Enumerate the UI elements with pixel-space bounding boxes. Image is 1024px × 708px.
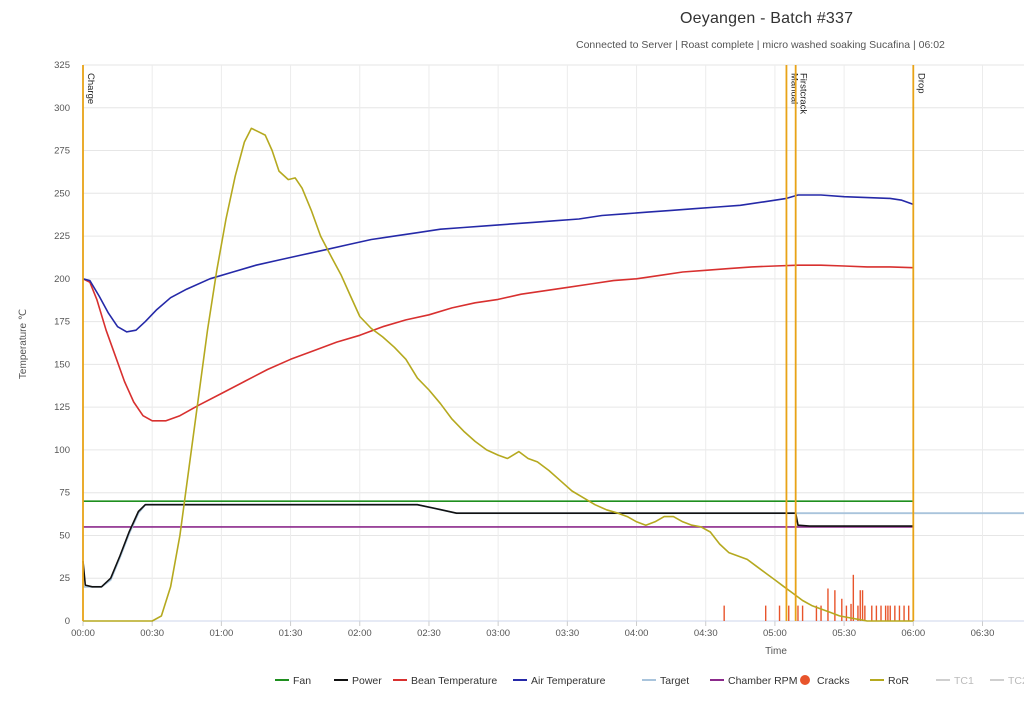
x-tick-label: 00:00 [71, 628, 95, 639]
x-tick-label: 05:00 [763, 628, 787, 639]
series-line-ror [83, 127, 914, 622]
x-tick-label: 02:30 [417, 628, 441, 639]
event-label: Manual [788, 73, 799, 104]
y-tick-label: 200 [54, 274, 70, 285]
axis-layer: 0 25 50 75 100 125 150 175 200 225 250 275 300 325 00:… [54, 60, 1024, 639]
series-layer [82, 127, 1024, 622]
y-tick-label: 50 [59, 530, 70, 541]
legend: Fan Power Bean Temperature Air Temperature T… [275, 675, 1024, 687]
x-axis-title: Time [765, 646, 787, 657]
y-tick-label: 225 [54, 231, 70, 242]
x-tick-label: 04:30 [694, 628, 718, 639]
legend-item-label[interactable]: Bean Temperature [411, 675, 497, 687]
legend-item-label[interactable]: TC1 [954, 675, 974, 687]
legend-marker [800, 675, 810, 685]
series-line-target [83, 503, 1024, 588]
chart-title: Oeyangen - Batch #337 [680, 10, 854, 27]
legend-item-label[interactable]: RoR [888, 675, 909, 687]
legend-item-label[interactable]: Fan [293, 675, 311, 687]
x-tick-label: 00:30 [140, 628, 164, 639]
x-tick-label: 01:30 [279, 628, 303, 639]
event-label: Charge [85, 73, 96, 104]
x-tick-label: 06:30 [971, 628, 995, 639]
legend-item-label[interactable]: Chamber RPM [728, 675, 797, 687]
y-tick-label: 150 [54, 359, 70, 370]
y-tick-label: 275 [54, 146, 70, 157]
y-tick-label: 25 [59, 573, 70, 584]
legend-item-label[interactable]: Target [660, 675, 689, 687]
y-tick-label: 300 [54, 103, 70, 114]
y-tick-label: 175 [54, 317, 70, 328]
x-tick-label: 03:00 [486, 628, 510, 639]
y-tick-label: 75 [59, 488, 70, 499]
x-tick-label: 03:30 [555, 628, 579, 639]
legend-item-label[interactable]: Cracks [817, 675, 850, 687]
x-tick-label: 04:00 [625, 628, 649, 639]
x-tick-label: 06:00 [901, 628, 925, 639]
cracks-layer [723, 574, 914, 621]
y-tick-label: 250 [54, 188, 70, 199]
y-tick-label: 100 [54, 445, 70, 456]
event-label: Drop [915, 73, 926, 94]
legend-item-label[interactable]: Air Temperature [531, 675, 606, 687]
y-axis-title: Temperature ℃ [18, 309, 29, 379]
event-label: Firstcrack [798, 73, 809, 114]
x-tick-label: 02:00 [348, 628, 372, 639]
grid-layer [82, 64, 1024, 622]
y-tick-label: 125 [54, 402, 70, 413]
x-tick-label: 05:30 [832, 628, 856, 639]
x-tick-label: 01:00 [209, 628, 233, 639]
series-line-bean-temperature [82, 264, 914, 422]
series-line-air-temperature [82, 194, 914, 333]
y-tick-label: 325 [54, 60, 70, 71]
chart-subtitle: Connected to Server | Roast complete | m… [576, 39, 945, 51]
series-line-power [82, 503, 914, 588]
y-tick-label: 0 [65, 616, 70, 627]
legend-item-label[interactable]: Power [352, 675, 382, 687]
legend-item-label[interactable]: TC2 [1008, 675, 1024, 687]
